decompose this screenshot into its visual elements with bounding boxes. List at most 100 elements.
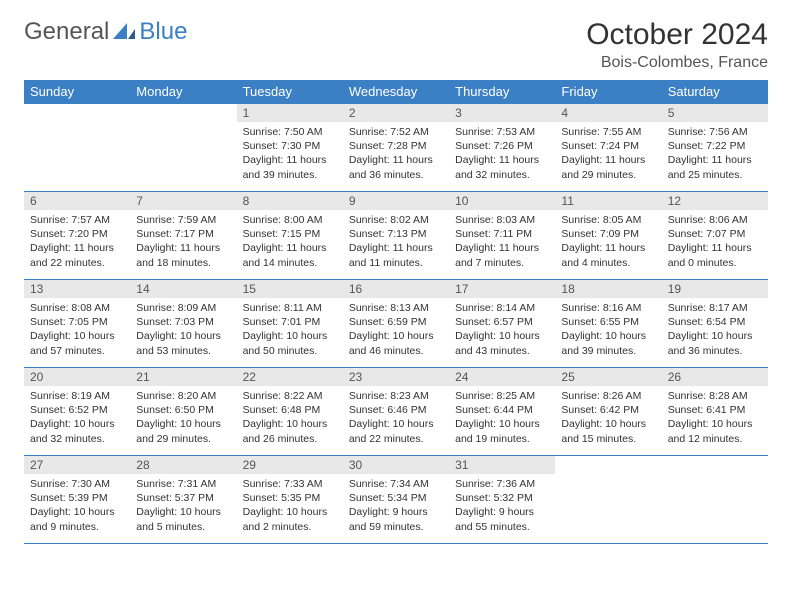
day-number: 17 <box>449 280 555 298</box>
calendar-day-cell <box>24 104 130 192</box>
calendar-day-cell <box>662 456 768 544</box>
day-details: Sunrise: 8:17 AMSunset: 6:54 PMDaylight:… <box>662 298 768 361</box>
day-details: Sunrise: 7:36 AMSunset: 5:32 PMDaylight:… <box>449 474 555 537</box>
day-details: Sunrise: 7:59 AMSunset: 7:17 PMDaylight:… <box>130 210 236 273</box>
day-details: Sunrise: 8:14 AMSunset: 6:57 PMDaylight:… <box>449 298 555 361</box>
day-number: 11 <box>555 192 661 210</box>
calendar-table: SundayMondayTuesdayWednesdayThursdayFrid… <box>24 80 768 544</box>
day-number: 21 <box>130 368 236 386</box>
day-number: 20 <box>24 368 130 386</box>
calendar-day-cell: 29Sunrise: 7:33 AMSunset: 5:35 PMDayligh… <box>237 456 343 544</box>
day-details: Sunrise: 7:55 AMSunset: 7:24 PMDaylight:… <box>555 122 661 185</box>
day-number: 1 <box>237 104 343 122</box>
calendar-body: 1Sunrise: 7:50 AMSunset: 7:30 PMDaylight… <box>24 104 768 544</box>
day-details: Sunrise: 8:03 AMSunset: 7:11 PMDaylight:… <box>449 210 555 273</box>
day-number: 18 <box>555 280 661 298</box>
calendar-day-cell: 28Sunrise: 7:31 AMSunset: 5:37 PMDayligh… <box>130 456 236 544</box>
day-details: Sunrise: 8:22 AMSunset: 6:48 PMDaylight:… <box>237 386 343 449</box>
day-number: 9 <box>343 192 449 210</box>
day-number: 15 <box>237 280 343 298</box>
calendar-week-row: 6Sunrise: 7:57 AMSunset: 7:20 PMDaylight… <box>24 192 768 280</box>
day-details: Sunrise: 7:56 AMSunset: 7:22 PMDaylight:… <box>662 122 768 185</box>
day-number: 28 <box>130 456 236 474</box>
day-number: 12 <box>662 192 768 210</box>
day-number: 26 <box>662 368 768 386</box>
calendar-day-cell: 19Sunrise: 8:17 AMSunset: 6:54 PMDayligh… <box>662 280 768 368</box>
calendar-day-cell: 18Sunrise: 8:16 AMSunset: 6:55 PMDayligh… <box>555 280 661 368</box>
day-number: 2 <box>343 104 449 122</box>
calendar-day-cell: 6Sunrise: 7:57 AMSunset: 7:20 PMDaylight… <box>24 192 130 280</box>
calendar-day-cell: 23Sunrise: 8:23 AMSunset: 6:46 PMDayligh… <box>343 368 449 456</box>
calendar-day-cell: 8Sunrise: 8:00 AMSunset: 7:15 PMDaylight… <box>237 192 343 280</box>
calendar-day-cell: 4Sunrise: 7:55 AMSunset: 7:24 PMDaylight… <box>555 104 661 192</box>
day-number: 16 <box>343 280 449 298</box>
day-number: 7 <box>130 192 236 210</box>
day-details: Sunrise: 7:52 AMSunset: 7:28 PMDaylight:… <box>343 122 449 185</box>
day-details: Sunrise: 8:25 AMSunset: 6:44 PMDaylight:… <box>449 386 555 449</box>
day-number: 3 <box>449 104 555 122</box>
day-number: 8 <box>237 192 343 210</box>
day-number: 6 <box>24 192 130 210</box>
calendar-day-cell: 5Sunrise: 7:56 AMSunset: 7:22 PMDaylight… <box>662 104 768 192</box>
day-details: Sunrise: 8:02 AMSunset: 7:13 PMDaylight:… <box>343 210 449 273</box>
day-details: Sunrise: 8:26 AMSunset: 6:42 PMDaylight:… <box>555 386 661 449</box>
calendar-day-cell: 11Sunrise: 8:05 AMSunset: 7:09 PMDayligh… <box>555 192 661 280</box>
calendar-day-cell: 9Sunrise: 8:02 AMSunset: 7:13 PMDaylight… <box>343 192 449 280</box>
weekday-header: Wednesday <box>343 80 449 104</box>
day-details: Sunrise: 8:05 AMSunset: 7:09 PMDaylight:… <box>555 210 661 273</box>
calendar-day-cell: 22Sunrise: 8:22 AMSunset: 6:48 PMDayligh… <box>237 368 343 456</box>
calendar-day-cell: 12Sunrise: 8:06 AMSunset: 7:07 PMDayligh… <box>662 192 768 280</box>
day-details: Sunrise: 7:50 AMSunset: 7:30 PMDaylight:… <box>237 122 343 185</box>
calendar-day-cell: 31Sunrise: 7:36 AMSunset: 5:32 PMDayligh… <box>449 456 555 544</box>
header: General Blue October 2024 Bois-Colombes,… <box>24 18 768 72</box>
location: Bois-Colombes, France <box>586 54 768 72</box>
day-details: Sunrise: 8:16 AMSunset: 6:55 PMDaylight:… <box>555 298 661 361</box>
calendar-week-row: 13Sunrise: 8:08 AMSunset: 7:05 PMDayligh… <box>24 280 768 368</box>
day-details: Sunrise: 7:33 AMSunset: 5:35 PMDaylight:… <box>237 474 343 537</box>
calendar-week-row: 1Sunrise: 7:50 AMSunset: 7:30 PMDaylight… <box>24 104 768 192</box>
weekday-header: Thursday <box>449 80 555 104</box>
day-number: 10 <box>449 192 555 210</box>
calendar-day-cell <box>130 104 236 192</box>
day-number: 29 <box>237 456 343 474</box>
day-number: 4 <box>555 104 661 122</box>
day-details: Sunrise: 8:06 AMSunset: 7:07 PMDaylight:… <box>662 210 768 273</box>
day-details: Sunrise: 8:23 AMSunset: 6:46 PMDaylight:… <box>343 386 449 449</box>
day-number: 22 <box>237 368 343 386</box>
day-number: 13 <box>24 280 130 298</box>
logo: General Blue <box>24 18 187 46</box>
weekday-header: Saturday <box>662 80 768 104</box>
calendar-day-cell: 1Sunrise: 7:50 AMSunset: 7:30 PMDaylight… <box>237 104 343 192</box>
day-details: Sunrise: 7:31 AMSunset: 5:37 PMDaylight:… <box>130 474 236 537</box>
day-number: 30 <box>343 456 449 474</box>
day-details: Sunrise: 8:28 AMSunset: 6:41 PMDaylight:… <box>662 386 768 449</box>
calendar-week-row: 27Sunrise: 7:30 AMSunset: 5:39 PMDayligh… <box>24 456 768 544</box>
calendar-day-cell: 15Sunrise: 8:11 AMSunset: 7:01 PMDayligh… <box>237 280 343 368</box>
logo-sail-icon <box>113 23 135 41</box>
calendar-day-cell <box>555 456 661 544</box>
day-details: Sunrise: 8:13 AMSunset: 6:59 PMDaylight:… <box>343 298 449 361</box>
day-details: Sunrise: 8:08 AMSunset: 7:05 PMDaylight:… <box>24 298 130 361</box>
day-number: 27 <box>24 456 130 474</box>
month-title: October 2024 <box>586 18 768 52</box>
title-block: October 2024 Bois-Colombes, France <box>586 18 768 72</box>
calendar-day-cell: 14Sunrise: 8:09 AMSunset: 7:03 PMDayligh… <box>130 280 236 368</box>
calendar-day-cell: 13Sunrise: 8:08 AMSunset: 7:05 PMDayligh… <box>24 280 130 368</box>
day-number: 14 <box>130 280 236 298</box>
day-number: 19 <box>662 280 768 298</box>
calendar-day-cell: 3Sunrise: 7:53 AMSunset: 7:26 PMDaylight… <box>449 104 555 192</box>
weekday-header: Sunday <box>24 80 130 104</box>
day-details: Sunrise: 7:30 AMSunset: 5:39 PMDaylight:… <box>24 474 130 537</box>
calendar-day-cell: 7Sunrise: 7:59 AMSunset: 7:17 PMDaylight… <box>130 192 236 280</box>
day-number: 31 <box>449 456 555 474</box>
calendar-day-cell: 25Sunrise: 8:26 AMSunset: 6:42 PMDayligh… <box>555 368 661 456</box>
weekday-header-row: SundayMondayTuesdayWednesdayThursdayFrid… <box>24 80 768 104</box>
calendar-day-cell: 24Sunrise: 8:25 AMSunset: 6:44 PMDayligh… <box>449 368 555 456</box>
calendar-day-cell: 2Sunrise: 7:52 AMSunset: 7:28 PMDaylight… <box>343 104 449 192</box>
day-number: 25 <box>555 368 661 386</box>
day-details: Sunrise: 7:34 AMSunset: 5:34 PMDaylight:… <box>343 474 449 537</box>
day-number: 23 <box>343 368 449 386</box>
weekday-header: Monday <box>130 80 236 104</box>
weekday-header: Friday <box>555 80 661 104</box>
calendar-day-cell: 21Sunrise: 8:20 AMSunset: 6:50 PMDayligh… <box>130 368 236 456</box>
